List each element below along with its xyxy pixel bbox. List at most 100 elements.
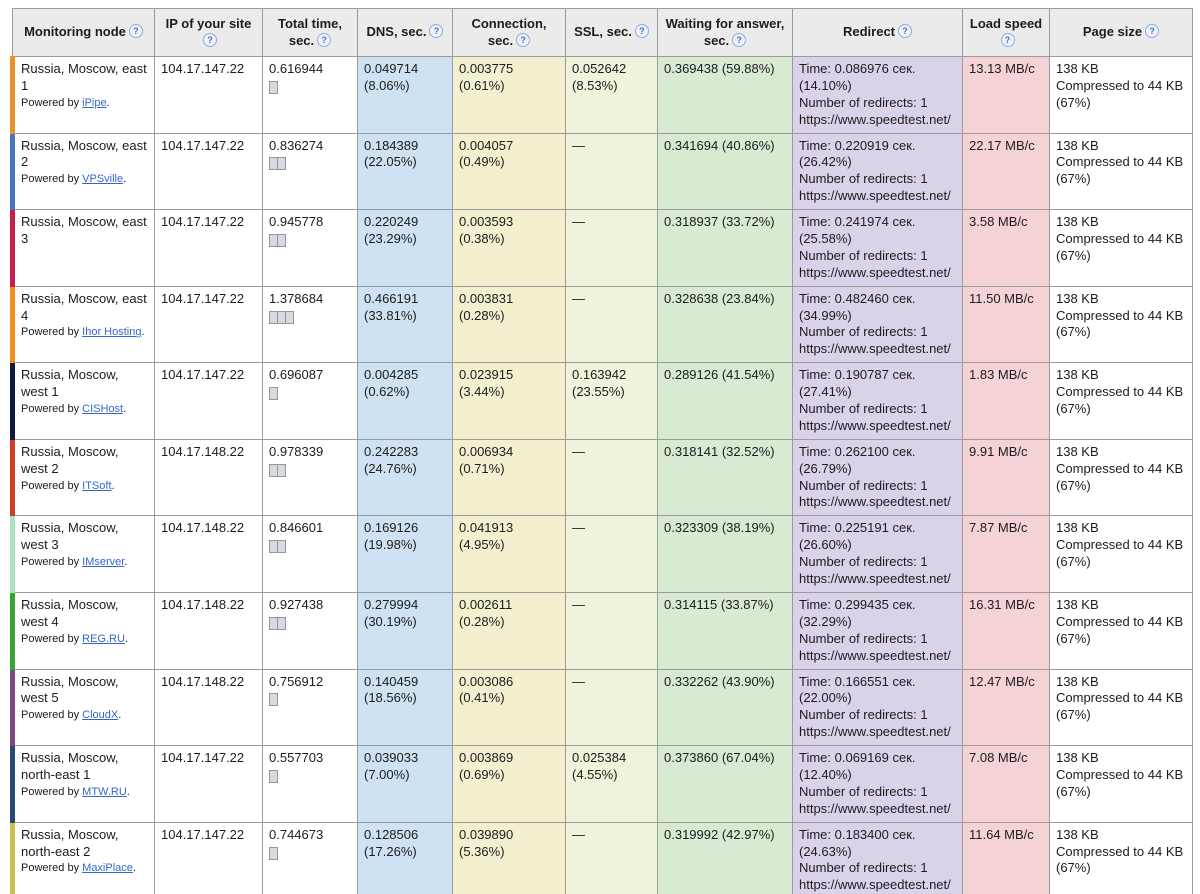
redirect-cell: Time: 0.190787 сек. (27.41%) Number of re… — [792, 362, 963, 440]
total-time-bars-icon — [269, 540, 351, 554]
dns-cell: 0.169126 (19.98%) — [357, 515, 453, 593]
redirect-count: Number of redirects: 1 — [799, 171, 928, 187]
help-icon[interactable]: ? — [203, 32, 217, 47]
total-time-cell: 0.744673 — [262, 821, 358, 894]
ip-cell: 104.17.147.22 — [154, 821, 263, 894]
powered-by-link[interactable]: MTW.RU — [82, 785, 127, 798]
column-header-redirect: Redirect? — [792, 8, 963, 57]
page-size-compressed: Compressed to 44 KB (67%) — [1056, 460, 1184, 493]
monitoring-node-cell: Russia, Moscow, west 4 Powered by REG.RU. — [10, 591, 155, 670]
redirect-count: Number of redirects: 1 — [799, 783, 928, 799]
bar-segment — [269, 846, 278, 860]
redirect-cell: Time: 0.166551 сек. (22.00%) Number of re… — [792, 668, 963, 747]
help-icon[interactable]: ? — [429, 24, 444, 39]
connection-cell: 0.006934 (0.71%) — [452, 438, 566, 517]
powered-by-link[interactable]: CISHost — [82, 403, 124, 416]
page-size-cell: 138 KB Compressed to 44 KB (67%) — [1049, 591, 1193, 670]
powered-by-suffix: . — [132, 862, 136, 875]
waiting-cell: 0.332262 (43.90%) — [657, 668, 793, 747]
total-time-bars-icon — [269, 387, 351, 401]
help-icon[interactable]: ? — [1145, 24, 1160, 39]
total-time-cell: 0.927438 — [262, 591, 358, 670]
powered-by-link[interactable]: IMserver — [82, 556, 125, 569]
ssl-cell: — — [565, 515, 658, 593]
powered-by-prefix: Powered by — [21, 326, 83, 339]
load-speed-cell: 9.91 MB/c — [962, 438, 1050, 517]
ssl-cell: — — [565, 591, 658, 670]
total-time-bars-icon — [269, 846, 351, 860]
redirect-count: Number of redirects: 1 — [799, 94, 928, 110]
page-size-cell: 138 KB Compressed to 44 KB (67%) — [1049, 285, 1193, 364]
column-header-label: Page size — [1082, 24, 1143, 40]
powered-by: Powered by CloudX. — [21, 708, 148, 722]
page-size-value: 138 KB — [1056, 214, 1099, 230]
connection-cell: 0.003831 (0.28%) — [452, 285, 566, 364]
page-size-compressed: Compressed to 44 KB (67%) — [1056, 384, 1184, 417]
dns-cell: 0.140459 (18.56%) — [357, 668, 453, 747]
redirect-cell: Time: 0.482460 сек. (34.99%) Number of re… — [792, 285, 963, 364]
powered-by-link[interactable]: VPSville — [82, 173, 124, 186]
help-icon[interactable]: ? — [634, 24, 649, 39]
table-row: Russia, Moscow, west 1 Powered by CISHost… — [10, 362, 1193, 440]
powered-by-link[interactable]: REG.RU — [82, 632, 125, 645]
dns-cell: 0.049714 (8.06%) — [357, 56, 453, 134]
help-icon[interactable]: ? — [516, 32, 531, 47]
powered-by-prefix: Powered by — [21, 632, 83, 645]
total-time-value: 0.557703 — [269, 750, 324, 766]
powered-by: Powered by IMserver. — [21, 555, 148, 569]
total-time-cell: 1.378684 — [262, 285, 358, 364]
load-speed-cell: 22.17 MB/c — [962, 132, 1050, 211]
ssl-cell: — — [565, 438, 658, 517]
page-size-value: 138 KB — [1056, 61, 1099, 76]
waiting-cell: 0.323309 (38.19%) — [657, 515, 793, 593]
total-time-value: 0.836274 — [269, 137, 324, 153]
connection-cell: 0.003775 (0.61%) — [452, 56, 566, 134]
page-size-compressed: Compressed to 44 KB (67%) — [1056, 154, 1184, 187]
page-size-cell: 138 KB Compressed to 44 KB (67%) — [1049, 132, 1193, 211]
powered-by-suffix: . — [124, 632, 128, 645]
redirect-time: Time: 0.241974 сек. (25.58%) — [799, 214, 916, 247]
total-time-bars-icon — [269, 310, 351, 324]
redirect-url: https://www.speedtest.net/ — [799, 724, 951, 740]
node-name: Russia, Moscow, east 4 — [21, 290, 147, 323]
connection-cell: 0.039890 (5.36%) — [452, 821, 566, 894]
load-speed-cell: 13.13 MB/c — [962, 56, 1050, 134]
powered-by-link[interactable]: ITSoft — [82, 479, 112, 492]
dns-cell: 0.466191 (33.81%) — [357, 285, 453, 364]
powered-by-link[interactable]: CloudX — [82, 709, 119, 722]
help-icon[interactable]: ? — [128, 24, 143, 39]
powered-by-link[interactable]: MaxiPlace — [82, 862, 133, 875]
help-icon[interactable]: ? — [317, 32, 332, 47]
table-row: Russia, Moscow, west 3 Powered by IMserve… — [10, 515, 1193, 593]
help-icon[interactable]: ? — [1000, 32, 1015, 47]
powered-by-prefix: Powered by — [21, 479, 83, 492]
table-row: Russia, Moscow, east 4 Powered by Ihor Ho… — [10, 285, 1193, 364]
powered-by-suffix: . — [126, 785, 130, 798]
connection-cell: 0.023915 (3.44%) — [452, 362, 566, 440]
powered-by-link[interactable]: Ihor Hosting — [82, 326, 142, 339]
total-time-cell: 0.696087 — [262, 362, 358, 440]
help-icon[interactable]: ? — [732, 32, 747, 47]
column-header-load-speed: Load speed? — [962, 8, 1050, 57]
powered-by: Powered by ITSoft. — [21, 479, 148, 493]
page-size-cell: 138 KB Compressed to 44 KB (67%) — [1049, 668, 1193, 747]
help-icon[interactable]: ? — [898, 24, 913, 39]
monitoring-node-cell: Russia, Moscow, north-east 2 Powered by M… — [10, 821, 155, 894]
load-speed-cell: 16.31 MB/c — [962, 591, 1050, 670]
ip-cell: 104.17.147.22 — [154, 285, 263, 364]
redirect-url: https://www.speedtest.net/ — [799, 800, 951, 816]
column-header-label: Connection, sec. — [471, 15, 547, 48]
table-row: Russia, Moscow, north-east 2 Powered by M… — [10, 821, 1193, 894]
monitoring-node-cell: Russia, Moscow, east 1 Powered by iPipe. — [10, 56, 155, 134]
ip-cell: 104.17.148.22 — [154, 591, 263, 670]
powered-by-link[interactable]: iPipe — [82, 96, 107, 109]
waiting-cell: 0.328638 (23.84%) — [657, 285, 793, 364]
dns-cell: 0.242283 (24.76%) — [357, 438, 453, 517]
ip-cell: 104.17.147.22 — [154, 209, 263, 287]
waiting-cell: 0.314115 (33.87%) — [657, 591, 793, 670]
monitoring-node-cell: Russia, Moscow, east 2 Powered by VPSvill… — [10, 132, 155, 211]
table-row: Russia, Moscow, west 4 Powered by REG.RU.… — [10, 591, 1193, 670]
ssl-cell: — — [565, 668, 658, 747]
node-name: Russia, Moscow, east 1 — [21, 61, 147, 93]
